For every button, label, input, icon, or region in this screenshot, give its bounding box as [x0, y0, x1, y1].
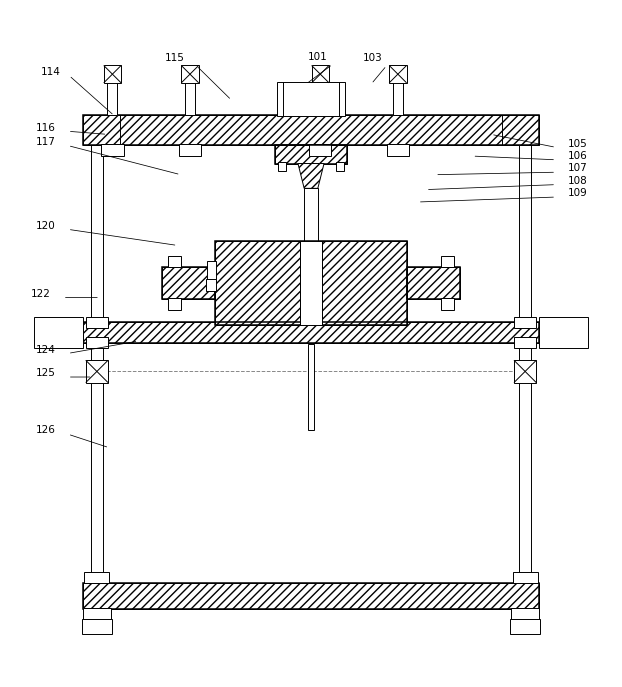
- Bar: [169, 298, 180, 311]
- Bar: [309, 144, 332, 156]
- Bar: [169, 256, 180, 267]
- Text: 120: 120: [35, 221, 55, 231]
- Bar: [315, 81, 325, 115]
- Bar: [300, 241, 322, 325]
- Bar: [82, 619, 112, 634]
- Bar: [86, 337, 108, 348]
- Bar: [539, 317, 588, 348]
- Bar: [393, 81, 403, 115]
- Bar: [519, 145, 531, 587]
- Bar: [442, 256, 453, 267]
- Text: 122: 122: [31, 289, 51, 299]
- Bar: [407, 267, 460, 299]
- Bar: [442, 298, 453, 311]
- Bar: [276, 145, 346, 164]
- Bar: [83, 322, 539, 344]
- Bar: [207, 262, 216, 279]
- Bar: [389, 65, 407, 83]
- Text: 101: 101: [307, 52, 327, 62]
- Bar: [91, 145, 103, 587]
- Text: 105: 105: [568, 139, 588, 148]
- Bar: [304, 188, 318, 291]
- Bar: [276, 145, 346, 164]
- Text: 125: 125: [35, 368, 55, 379]
- Text: 103: 103: [363, 53, 383, 63]
- Bar: [336, 162, 343, 171]
- Text: 114: 114: [40, 67, 60, 77]
- Text: 115: 115: [165, 53, 184, 63]
- Bar: [179, 144, 201, 156]
- Bar: [86, 317, 108, 328]
- Bar: [215, 241, 407, 325]
- Bar: [86, 360, 108, 383]
- Bar: [34, 317, 83, 348]
- Bar: [510, 619, 540, 634]
- Bar: [277, 82, 345, 116]
- Text: 124: 124: [35, 345, 55, 354]
- Text: 116: 116: [35, 122, 55, 133]
- Bar: [83, 608, 111, 620]
- Bar: [407, 267, 460, 299]
- Bar: [514, 360, 536, 383]
- Bar: [322, 241, 407, 325]
- Text: 117: 117: [35, 137, 55, 147]
- Text: 126: 126: [35, 425, 55, 436]
- Bar: [513, 572, 537, 583]
- Bar: [308, 344, 314, 430]
- Bar: [181, 65, 198, 83]
- Text: 108: 108: [568, 176, 588, 186]
- Bar: [83, 115, 539, 145]
- Bar: [514, 337, 536, 348]
- Bar: [101, 144, 124, 156]
- Bar: [83, 322, 539, 344]
- Bar: [279, 162, 286, 171]
- Polygon shape: [298, 164, 324, 188]
- Text: 109: 109: [568, 188, 588, 199]
- Bar: [162, 267, 215, 299]
- Bar: [514, 317, 536, 328]
- Bar: [85, 572, 109, 583]
- Bar: [83, 115, 539, 145]
- Bar: [104, 65, 121, 83]
- Bar: [162, 267, 215, 299]
- Bar: [511, 608, 539, 620]
- Bar: [108, 81, 118, 115]
- Bar: [312, 65, 329, 83]
- Bar: [185, 81, 195, 115]
- Text: 107: 107: [568, 164, 588, 174]
- Bar: [387, 144, 409, 156]
- Bar: [83, 583, 539, 609]
- Text: 106: 106: [568, 151, 588, 161]
- Bar: [206, 279, 216, 291]
- Bar: [215, 241, 300, 325]
- Bar: [83, 583, 539, 609]
